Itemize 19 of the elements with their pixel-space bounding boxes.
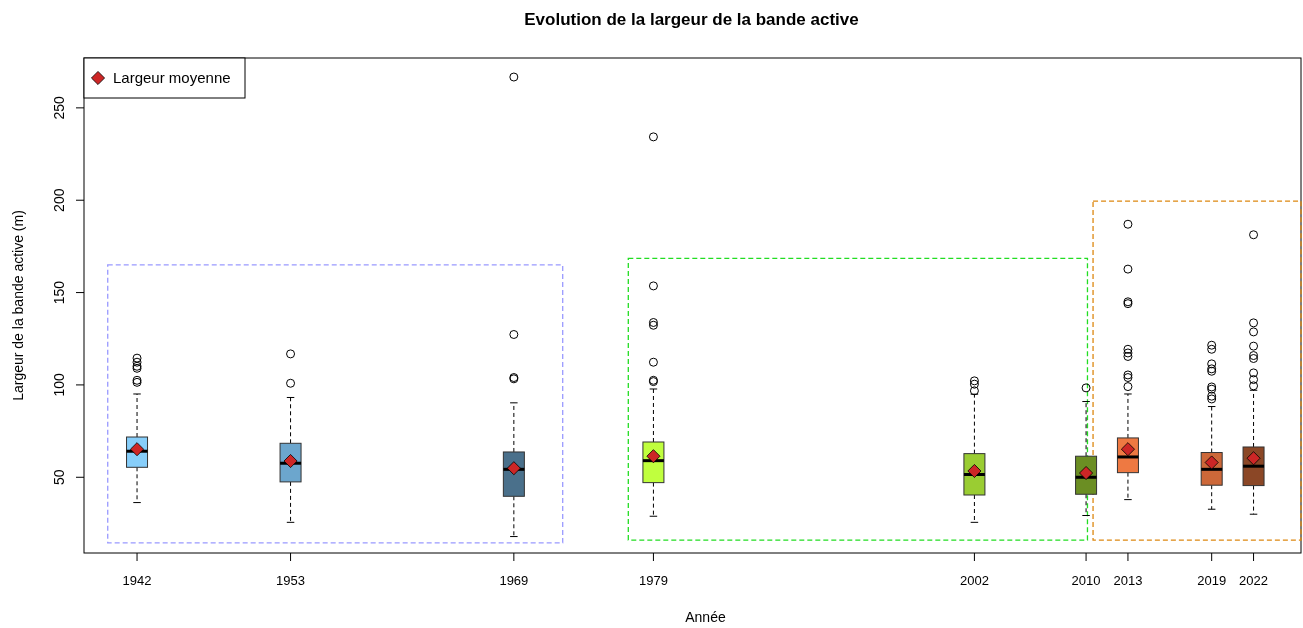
x-tick-label: 1979 (638, 573, 668, 588)
y-tick-label: 100 (51, 373, 67, 397)
point (1246, 451, 1261, 466)
x-tick-label: 2019 (1197, 573, 1227, 588)
x-tick-label: 2010 (1071, 573, 1101, 588)
x-tick-label: 2022 (1239, 573, 1269, 588)
x-tick-label: 2002 (959, 573, 989, 588)
chart-title: Evolution de la largeur de la bande active (524, 10, 859, 29)
x-tick-label: 1969 (499, 573, 529, 588)
x-tick-label: 1953 (276, 573, 306, 588)
x-tick-label: 1942 (122, 573, 152, 588)
y-tick-label: 150 (51, 280, 67, 305)
legend-label: Largeur moyenne (113, 69, 231, 86)
x-tick-label: 2013 (1113, 573, 1143, 588)
y-tick-label: 250 (51, 95, 67, 120)
y-tick-label: 200 (51, 188, 67, 212)
y-tick-label: 50 (51, 469, 67, 486)
y-axis-title: Largeur de la bande active (m) (10, 210, 26, 401)
x-axis-title: Année (685, 609, 726, 625)
